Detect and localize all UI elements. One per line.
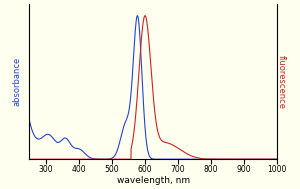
- Y-axis label: fluorescence: fluorescence: [277, 55, 286, 109]
- Y-axis label: absorbance: absorbance: [13, 57, 22, 106]
- X-axis label: wavelength, nm: wavelength, nm: [117, 176, 190, 185]
